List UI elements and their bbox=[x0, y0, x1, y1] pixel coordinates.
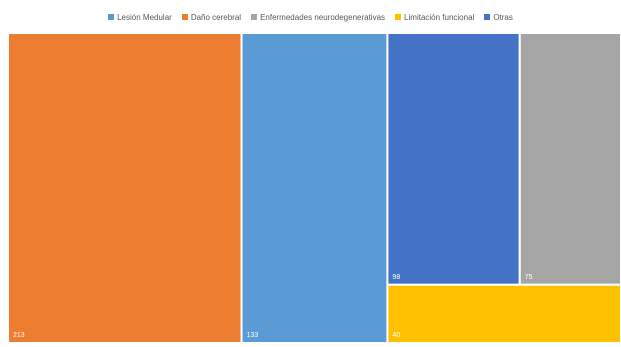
legend-item: Daño cerebral bbox=[181, 12, 242, 22]
legend-item: Limitación funcional bbox=[395, 13, 474, 22]
treemap-tile bbox=[518, 32, 621, 286]
legend-item: Lesión Medular bbox=[108, 13, 172, 22]
legend-swatch bbox=[181, 14, 188, 20]
tile-value-label: 213 bbox=[13, 332, 25, 339]
tile-value-label: 133 bbox=[247, 332, 259, 339]
legend-swatch bbox=[108, 14, 115, 20]
treemap-tile bbox=[386, 283, 621, 344]
legend-label: Otras bbox=[493, 12, 513, 22]
legend-item: Otras bbox=[484, 13, 513, 22]
tile-value-label: 40 bbox=[392, 332, 400, 339]
legend-item: Enfermedades neurodegenerativas bbox=[251, 13, 385, 22]
tile-value-label: 98 bbox=[392, 274, 400, 281]
legend-label: Daño cerebral bbox=[190, 12, 242, 22]
legend-label: Lesión Medular bbox=[117, 12, 172, 22]
legend-label: Limitación funcional bbox=[404, 12, 475, 22]
treemap-tile bbox=[240, 32, 389, 344]
treemap-tile bbox=[7, 32, 243, 344]
legend-label: Enfermedades neurodegenerativas bbox=[260, 12, 386, 22]
legend-swatch bbox=[484, 14, 491, 20]
tile-value-label: 75 bbox=[525, 274, 533, 281]
legend-swatch bbox=[251, 14, 258, 20]
chart-legend: Lesión Medular Daño cerebral Enfermedades … bbox=[0, 10, 621, 24]
treemap-tile bbox=[386, 32, 521, 286]
legend-swatch bbox=[395, 14, 402, 20]
